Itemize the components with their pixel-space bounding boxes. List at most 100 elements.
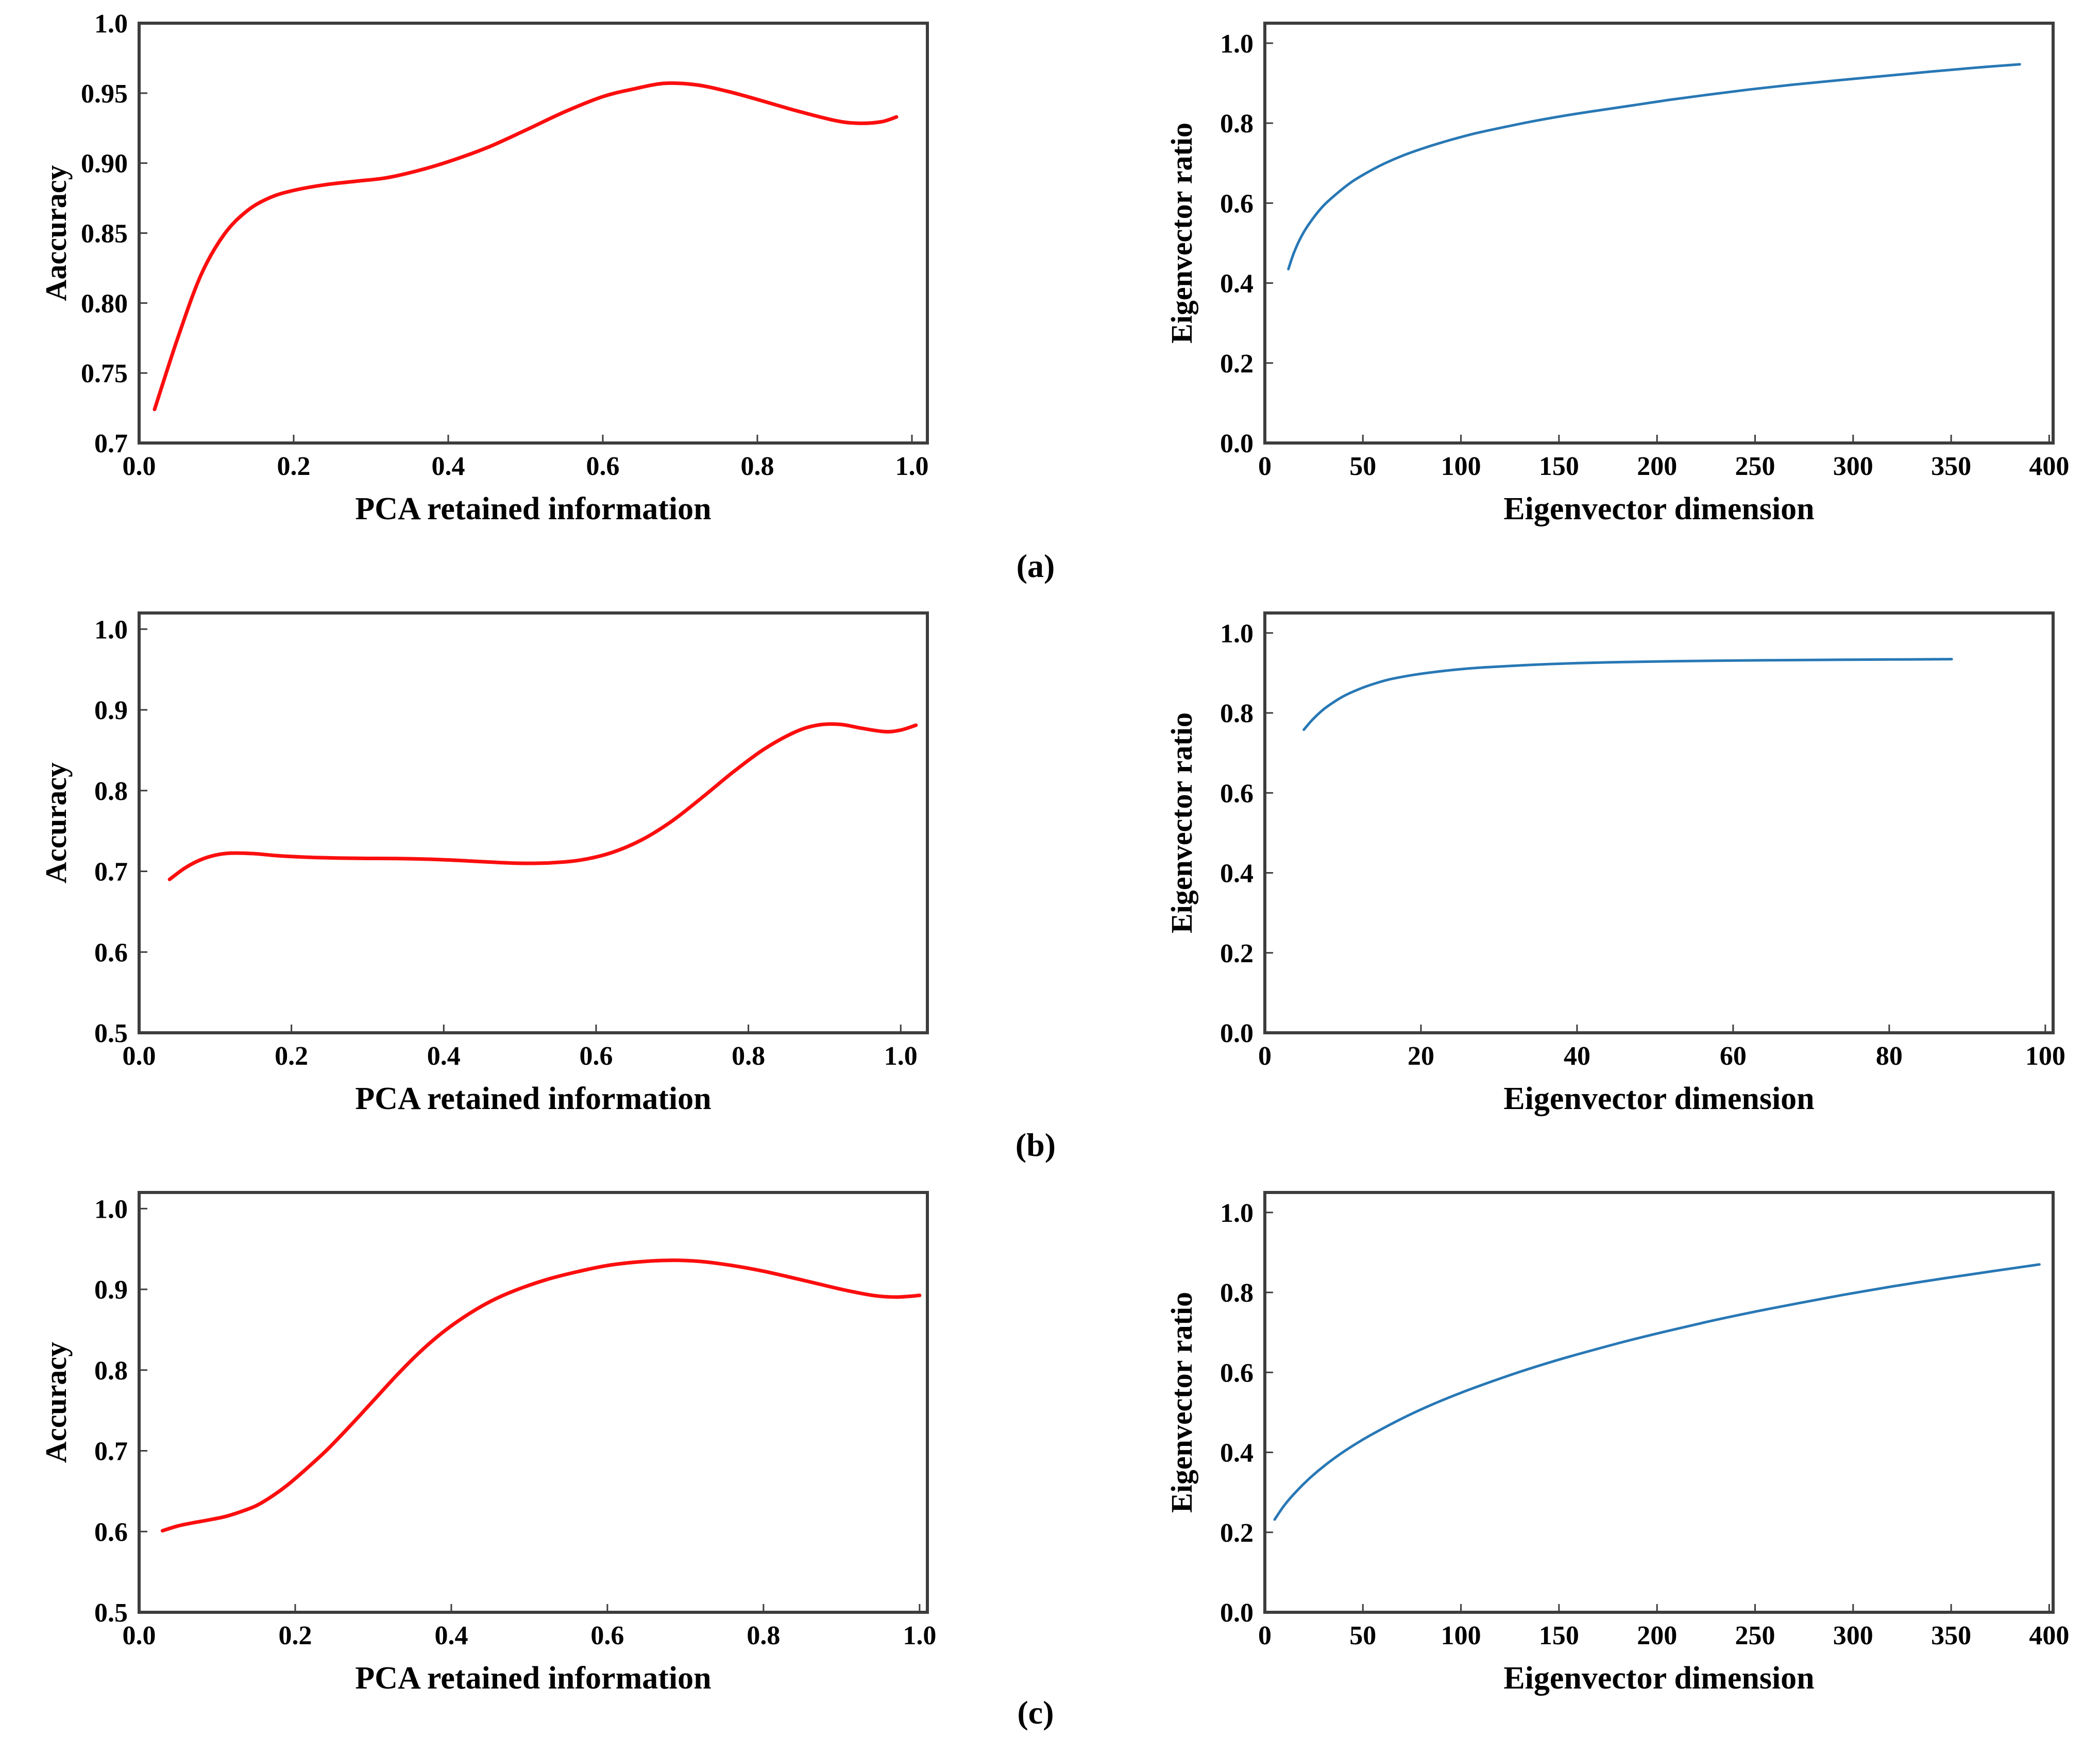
- data-curve: [1287, 63, 2021, 270]
- x-axis-title: PCA retained information: [355, 1081, 711, 1116]
- y-axis-title: Accuracy: [39, 1342, 73, 1463]
- x-tick-label: 0.2: [278, 1621, 312, 1650]
- y-tick-label: 0.2: [1220, 1519, 1254, 1548]
- chart-canvas: 0.0 0.2 0.4 0.6 0.8 1.0 0.7 0.75 0.80 0.85 0.90 0.9…: [39, 9, 929, 526]
- y-axis-title: Eigenvector ratio: [1165, 123, 1198, 344]
- y-tick-label: 0.7: [94, 1437, 128, 1467]
- y-tick-label: 1.0: [1220, 1199, 1254, 1228]
- x-tick-label: 50: [1349, 1621, 1376, 1650]
- y-tick-label: 0.8: [1220, 699, 1254, 728]
- y-tick-label: 0.6: [1220, 189, 1254, 218]
- y-tick-label: 0.2: [1220, 349, 1254, 379]
- x-tick-label: 0.0: [123, 1042, 156, 1071]
- y-tick-label: 0.4: [1220, 269, 1254, 299]
- y-tick-label: 0.7: [94, 858, 128, 887]
- x-tick-label: 0.4: [432, 452, 465, 481]
- y-tick-label: 0.90: [81, 149, 128, 179]
- chart-canvas: 0 50 100 150 200 250 300 350 400 0.0 0.2 0.4 0.6 0.8 1…: [1165, 1191, 2069, 1696]
- x-tick-label: 60: [1720, 1042, 1747, 1071]
- plot-frame: [1263, 22, 2055, 445]
- y-axis-title: Aaccuracy: [39, 165, 73, 301]
- chart-accuracy-vs-pca-a: 0.0 0.2 0.4 0.6 0.8 1.0 0.7 0.75 0.80 0.85 0.90 0.9…: [36, 0, 963, 531]
- y-axis-title: Accuracy: [39, 762, 73, 883]
- x-tick-label: 0.8: [741, 452, 774, 481]
- panel-label-c: (c): [1017, 1694, 1054, 1731]
- x-tick-label: 80: [1876, 1042, 1903, 1071]
- x-axis-title: Eigenvector dimension: [1503, 491, 1814, 526]
- x-axis-title: PCA retained information: [355, 491, 711, 526]
- x-tick-label: 0.0: [123, 1621, 156, 1650]
- y-tick-label: 0.0: [1220, 1019, 1254, 1048]
- y-axis-title: Eigenvector ratio: [1165, 712, 1198, 933]
- data-curve: [1302, 658, 1953, 731]
- y-axis-title: Eigenvector ratio: [1165, 1292, 1198, 1513]
- x-tick-label: 100: [1441, 1621, 1481, 1650]
- x-tick-label: 1.0: [903, 1621, 936, 1650]
- y-tick-label: 0.6: [94, 1518, 128, 1547]
- y-tick-label: 0.8: [1220, 1278, 1254, 1308]
- plot-frame: [1263, 1191, 2055, 1614]
- x-tick-label: 100: [2025, 1042, 2065, 1071]
- x-tick-label: 250: [1735, 1621, 1775, 1650]
- x-tick-label: 0.8: [732, 1042, 765, 1071]
- y-tick-label: 0.0: [1220, 1598, 1254, 1628]
- x-tick-label: 1.0: [884, 1042, 918, 1071]
- plot-frame: [1263, 611, 2055, 1034]
- data-curve: [160, 1258, 922, 1533]
- x-tick-label: 0.2: [275, 1042, 308, 1071]
- y-tick-label: 0.6: [1220, 779, 1254, 808]
- x-tick-label: 0: [1258, 1042, 1272, 1071]
- plot-frame: [138, 611, 929, 1034]
- plot-frame: [138, 1191, 929, 1614]
- chart-accuracy-vs-pca-b: 0.0 0.2 0.4 0.6 0.8 1.0 0.5 0.6 0.7 0.8 0.9 1.0 PCA …: [36, 590, 963, 1120]
- x-axis-title: PCA retained information: [355, 1661, 711, 1696]
- data-curve: [1273, 1263, 2041, 1521]
- y-tick-label: 0.7: [94, 429, 128, 458]
- y-tick-label: 0.80: [81, 289, 128, 318]
- y-tick-label: 0.2: [1220, 939, 1254, 968]
- x-tick-label: 100: [1441, 452, 1481, 481]
- chart-canvas: 0 20 40 60 80 100 0.0 0.2 0.4 0.6 0.8 1.0 Eigenvecto…: [1165, 611, 2065, 1116]
- x-axis-title: Eigenvector dimension: [1503, 1661, 1814, 1696]
- x-tick-label: 150: [1539, 452, 1579, 481]
- x-tick-label: 0: [1258, 1621, 1272, 1650]
- y-tick-label: 0.8: [94, 1356, 128, 1386]
- x-tick-label: 50: [1349, 452, 1376, 481]
- chart-canvas: 0.0 0.2 0.4 0.6 0.8 1.0 0.5 0.6 0.7 0.8 0.9 1.0 PCA …: [39, 1191, 936, 1696]
- y-tick-label: 0.75: [81, 359, 128, 388]
- y-tick-label: 0.4: [1220, 859, 1254, 889]
- x-tick-label: 150: [1539, 1621, 1579, 1650]
- panel-label-b: (b): [1015, 1127, 1056, 1163]
- y-tick-label: 0.5: [94, 1019, 128, 1048]
- x-tick-label: 350: [1931, 1621, 1971, 1650]
- x-tick-label: 1.0: [895, 452, 929, 481]
- chart-eigenvector-ratio-a: 0 50 100 150 200 250 300 350 400 0.0 0.2 0.4 0.6 0.8 1…: [1162, 0, 2089, 531]
- y-tick-label: 0.5: [94, 1598, 128, 1628]
- y-tick-label: 1.0: [94, 615, 128, 644]
- y-tick-label: 0.6: [94, 938, 128, 967]
- x-tick-label: 0: [1258, 452, 1272, 481]
- x-tick-label: 200: [1637, 1621, 1677, 1650]
- x-tick-label: 400: [2029, 452, 2069, 481]
- x-tick-label: 0.6: [586, 452, 620, 481]
- y-tick-label: 1.0: [94, 1195, 128, 1224]
- x-tick-label: 350: [1931, 452, 1971, 481]
- x-tick-label: 0.8: [747, 1621, 780, 1650]
- y-tick-label: 0.0: [1220, 429, 1254, 458]
- data-curve: [167, 722, 918, 881]
- y-tick-label: 0.4: [1220, 1439, 1254, 1468]
- x-tick-label: 300: [1833, 452, 1873, 481]
- x-tick-label: 0.6: [590, 1621, 624, 1650]
- x-axis-title: Eigenvector dimension: [1503, 1081, 1814, 1116]
- x-tick-label: 300: [1833, 1621, 1873, 1650]
- chart-eigenvector-ratio-b: 0 20 40 60 80 100 0.0 0.2 0.4 0.6 0.8 1.0 Eigenvecto…: [1162, 590, 2089, 1120]
- chart-accuracy-vs-pca-c: 0.0 0.2 0.4 0.6 0.8 1.0 0.5 0.6 0.7 0.8 0.9 1.0 PCA …: [36, 1169, 963, 1700]
- panel-label-a: (a): [1016, 548, 1055, 584]
- x-tick-label: 400: [2029, 1621, 2069, 1650]
- y-tick-label: 0.8: [94, 777, 128, 806]
- x-tick-label: 40: [1564, 1042, 1590, 1071]
- y-tick-label: 0.6: [1220, 1358, 1254, 1388]
- chart-canvas: 0.0 0.2 0.4 0.6 0.8 1.0 0.5 0.6 0.7 0.8 0.9 1.0 PCA …: [39, 611, 929, 1116]
- x-tick-label: 20: [1408, 1042, 1434, 1071]
